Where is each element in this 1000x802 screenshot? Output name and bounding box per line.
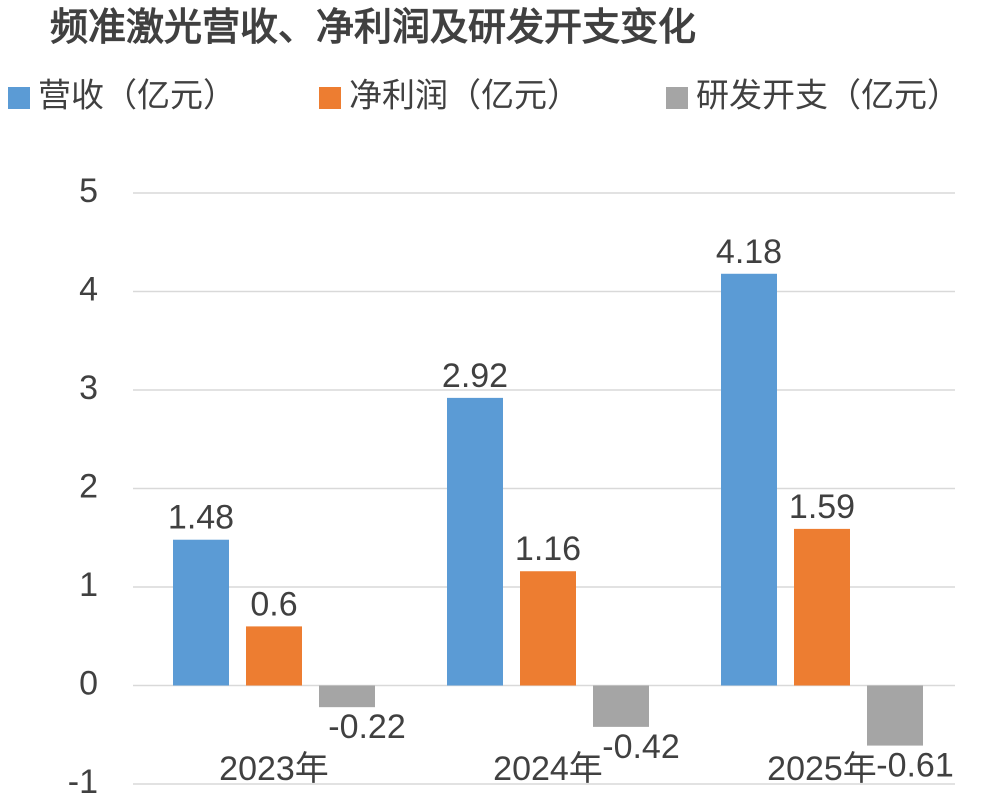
data-label: 1.16 xyxy=(515,530,581,568)
x-tick-label: 2023年 xyxy=(219,750,329,788)
bar xyxy=(246,626,302,686)
legend-swatch xyxy=(666,87,688,109)
y-tick-label: 4 xyxy=(79,270,98,308)
legend-swatch xyxy=(8,87,30,109)
y-tick-label: 0 xyxy=(79,664,98,702)
data-label: 1.48 xyxy=(168,499,234,537)
legend-label: 营收（亿元） xyxy=(38,77,236,114)
bar xyxy=(794,528,850,686)
y-tick-label: 5 xyxy=(79,172,98,210)
y-tick-label: -1 xyxy=(68,763,98,801)
data-label: -0.61 xyxy=(876,747,954,785)
data-label: -0.42 xyxy=(602,728,680,766)
data-label: 0.6 xyxy=(250,585,297,623)
legend-label: 研发开支（亿元） xyxy=(696,77,960,114)
bar xyxy=(173,539,229,686)
legend-label: 净利润（亿元） xyxy=(349,77,580,114)
data-label: -0.22 xyxy=(328,708,406,746)
bar xyxy=(520,571,576,686)
y-tick-label: 2 xyxy=(79,467,98,505)
legend-swatch xyxy=(319,87,341,109)
bar xyxy=(593,685,649,727)
chart-title: 频准激光营收、净利润及研发开支变化 xyxy=(50,7,696,49)
x-tick-label: 2024年 xyxy=(493,750,603,788)
bar xyxy=(721,273,777,686)
data-label: 1.59 xyxy=(789,488,855,526)
x-tick-label: 2025年 xyxy=(767,750,877,788)
y-tick-label: 3 xyxy=(79,369,98,407)
data-label: 4.18 xyxy=(716,233,782,271)
bar xyxy=(867,685,923,746)
bar xyxy=(319,685,375,708)
data-label: 2.92 xyxy=(442,357,508,395)
bar xyxy=(447,397,503,686)
y-tick-label: 1 xyxy=(79,566,98,604)
